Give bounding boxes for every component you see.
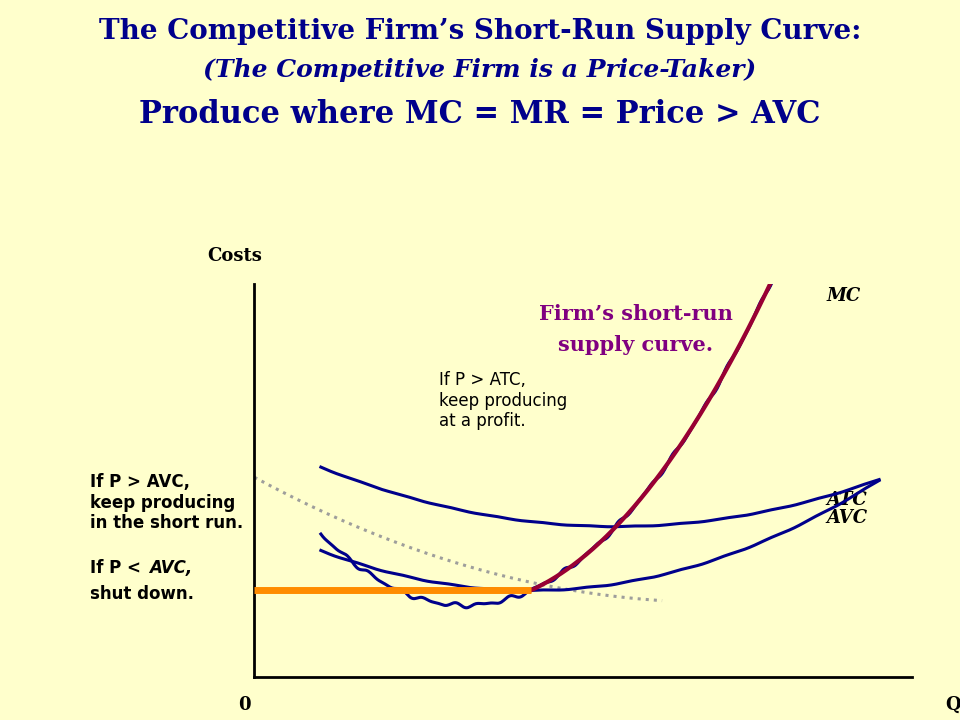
Text: If P > ATC,
keep producing
at a profit.: If P > ATC, keep producing at a profit. <box>439 371 566 431</box>
Text: If P > AVC,
keep producing
in the short run.: If P > AVC, keep producing in the short … <box>90 473 243 532</box>
Text: The Competitive Firm’s Short-Run Supply Curve:: The Competitive Firm’s Short-Run Supply … <box>99 18 861 45</box>
Text: Produce where MC = MR = Price > AVC: Produce where MC = MR = Price > AVC <box>139 99 821 130</box>
Text: AVC,: AVC, <box>149 559 192 577</box>
Text: ATC: ATC <box>827 491 867 509</box>
Text: If P <: If P < <box>90 559 147 577</box>
Text: Quantity: Quantity <box>945 696 960 714</box>
Text: 0: 0 <box>238 696 251 714</box>
Text: (The Competitive Firm is a Price-Taker): (The Competitive Firm is a Price-Taker) <box>204 58 756 81</box>
Text: Firm’s short-run: Firm’s short-run <box>539 304 732 324</box>
Text: shut down.: shut down. <box>90 585 194 603</box>
Text: Costs: Costs <box>207 247 262 265</box>
Text: supply curve.: supply curve. <box>559 336 713 356</box>
Text: MC: MC <box>827 287 861 305</box>
Text: AVC: AVC <box>827 509 868 527</box>
